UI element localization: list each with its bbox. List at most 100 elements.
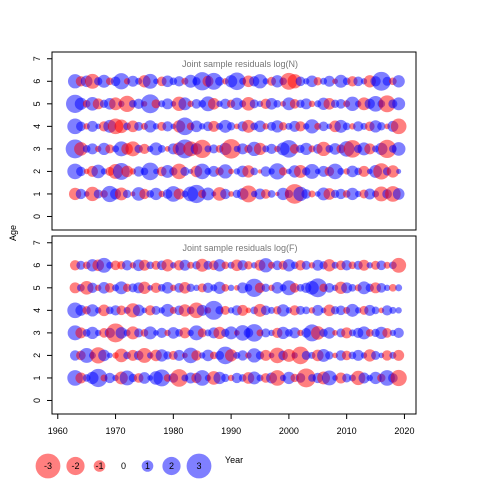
residual-bubble — [373, 163, 390, 180]
residual-bubble — [266, 143, 277, 155]
residual-bubble — [271, 75, 284, 88]
residual-bubble — [138, 372, 151, 384]
residual-bubble — [149, 187, 163, 201]
residual-bubble — [381, 305, 393, 316]
residual-bubble — [202, 349, 214, 362]
y-axis-log-n: 0 1 2 3 4 5 6 7 — [32, 56, 52, 219]
residual-bubble — [348, 283, 357, 292]
residual-bubble — [157, 145, 166, 153]
residual-bubble — [74, 142, 88, 156]
residual-bubble — [252, 74, 268, 89]
residual-bubble — [391, 142, 406, 156]
residual-bubble — [327, 163, 343, 180]
residual-bubble — [341, 327, 353, 339]
residual-bubble — [138, 259, 150, 271]
legend-bubble — [66, 456, 85, 476]
residual-bubble — [227, 284, 235, 291]
y-tick-label: 2 — [32, 169, 42, 174]
residual-bubble — [245, 307, 252, 314]
y-axis-log-f: 0 1 2 3 4 5 6 7 — [32, 240, 52, 403]
residual-bubble — [187, 261, 195, 269]
residual-bubble — [116, 305, 127, 316]
residual-bubble — [337, 167, 345, 175]
residual-bubble — [382, 76, 392, 86]
residual-bubble — [178, 304, 192, 317]
residual-bubble — [74, 97, 88, 110]
residual-bubble — [291, 346, 310, 365]
residual-bubble — [149, 142, 163, 156]
residual-bubble — [179, 259, 191, 271]
residual-bubble — [173, 188, 185, 200]
residual-bubble — [144, 120, 157, 133]
residual-bubble — [341, 282, 353, 294]
residual-bubble — [193, 139, 212, 159]
residual-bubble — [179, 327, 191, 339]
residual-bubble — [253, 142, 267, 156]
residual-bubble — [345, 303, 359, 317]
residual-bubble — [230, 97, 244, 110]
residual-bubble — [343, 140, 362, 158]
residual-bubble — [336, 305, 346, 316]
residual-bubble — [187, 184, 206, 204]
legend-bubble — [162, 456, 181, 476]
residual-bubble — [75, 327, 87, 339]
residual-bubble — [170, 369, 188, 387]
residual-bubble — [207, 98, 220, 110]
residual-bubble — [218, 164, 233, 179]
y-tick-label: 0 — [32, 214, 42, 219]
residual-bubble — [104, 372, 115, 384]
x-axis: 1960 1970 1980 1990 2000 2010 2020 — [48, 414, 414, 436]
residual-bubble — [141, 162, 160, 181]
x-axis-title: Year — [225, 455, 243, 465]
residual-bubble — [260, 305, 271, 316]
residual-bubble — [127, 75, 139, 87]
legend-label: -3 — [44, 461, 52, 471]
residual-bubble — [250, 167, 259, 176]
residual-bubble — [98, 349, 110, 362]
residual-bubble — [151, 305, 161, 315]
legend-label: 3 — [196, 461, 201, 471]
residual-bubble — [138, 281, 151, 294]
residual-bubble — [273, 99, 282, 108]
residual-bubble — [336, 98, 346, 109]
residual-bubble — [247, 348, 262, 363]
residual-bubble — [296, 368, 316, 388]
residual-bubble — [97, 74, 111, 88]
residual-bubble — [224, 326, 238, 340]
residual-bubble — [357, 326, 371, 340]
residual-bubble — [304, 163, 320, 179]
residual-bubble — [86, 120, 98, 132]
residual-bubble — [358, 372, 370, 384]
residual-bubble — [201, 187, 215, 201]
y-tick-label: 0 — [32, 398, 42, 403]
residual-bubble — [334, 119, 348, 133]
residual-bubble — [269, 163, 286, 180]
residual-bubble — [76, 166, 86, 177]
residual-bubble — [308, 278, 328, 298]
y-tick-label: 7 — [32, 240, 42, 245]
residual-bubble — [358, 259, 370, 271]
residual-bubble — [392, 75, 405, 88]
residual-bubble — [173, 349, 185, 361]
residual-bubble — [265, 98, 278, 110]
residual-bubble — [244, 261, 253, 270]
residual-bubble — [209, 144, 219, 154]
residual-bubble — [161, 282, 174, 294]
residual-bubble — [278, 167, 288, 176]
legend-label: -2 — [71, 461, 79, 471]
residual-bubble — [390, 118, 407, 135]
residual-bubble — [180, 166, 190, 176]
residual-bubble — [323, 327, 336, 339]
residual-bubble — [114, 119, 129, 134]
residual-bubble — [89, 368, 108, 388]
legend-bubble — [186, 453, 212, 479]
residual-bubble — [386, 165, 400, 178]
residual-bubble — [268, 306, 276, 314]
residual-bubble — [220, 188, 231, 200]
residual-bubble — [153, 369, 171, 387]
residual-bubble — [395, 284, 403, 292]
residual-bubble — [376, 260, 387, 271]
residual-bubble — [176, 117, 194, 136]
residual-bubble — [304, 119, 320, 134]
